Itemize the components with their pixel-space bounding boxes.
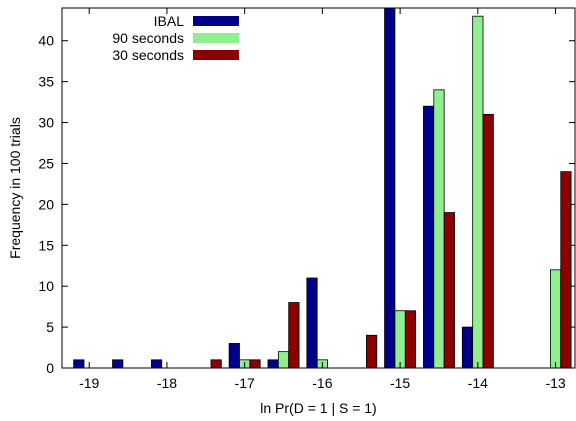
bar-ibal-9: [423, 105, 435, 368]
y-tick-label: 15: [38, 237, 54, 253]
y-tick-label: 20: [38, 196, 54, 212]
bar-ibal-0: [73, 359, 85, 368]
x-tick-label: -16: [312, 375, 332, 391]
bar-ibal-5: [267, 359, 279, 368]
x-axis-title: ln Pr(D = 1 | S = 1): [260, 400, 376, 416]
plot-frame: [61, 7, 576, 369]
bar-30-seconds-3: [210, 359, 222, 368]
bar-30-seconds-5: [288, 302, 300, 368]
x-tick-label: -17: [235, 375, 255, 391]
bar-30-seconds-10: [482, 113, 494, 368]
y-tick-label: 0: [46, 360, 54, 376]
y-axis-title: Frequency in 100 trials: [7, 117, 23, 259]
y-tick-label: 10: [38, 278, 54, 294]
y-tick-label: 25: [38, 155, 54, 171]
legend-swatch: [193, 16, 239, 26]
x-tick-label: -19: [79, 375, 99, 391]
y-tick-label: 35: [38, 74, 54, 90]
bar-90-seconds-10: [472, 15, 484, 368]
x-tick-label: -15: [390, 375, 410, 391]
bar-30-seconds-4: [249, 359, 261, 368]
y-tick-label: 30: [38, 115, 54, 131]
bar-30-seconds-8: [404, 310, 417, 368]
bar-ibal-2: [150, 359, 163, 368]
bar-90-seconds-9: [433, 89, 445, 368]
legend-swatch: [193, 33, 239, 43]
bar-90-seconds-12: [549, 269, 562, 368]
bar-30-seconds-12: [560, 171, 572, 368]
bar-30-seconds-9: [443, 212, 455, 368]
legend-swatch: [193, 50, 239, 60]
legend-label: 30 seconds: [112, 47, 184, 63]
bar-ibal-8: [384, 8, 396, 368]
bar-ibal-4: [228, 343, 240, 368]
bar-90-seconds-5: [277, 351, 290, 368]
bar-ibal-1: [112, 359, 124, 368]
bars-layer: [73, 8, 572, 368]
legend-label: 90 seconds: [112, 30, 184, 46]
legend-label: IBAL: [154, 13, 185, 29]
bar-ibal-10: [461, 326, 474, 368]
axis-ticks: -19 -18 -17 -16 -15 -14 -13 0 5 10 15 20 25 30 35 40: [38, 8, 575, 391]
x-tick-label: -18: [157, 375, 177, 391]
x-tick-label: -14: [468, 375, 488, 391]
x-tick-label: -13: [545, 375, 565, 391]
bar-ibal-6: [306, 277, 318, 368]
bar-30-seconds-7: [366, 334, 378, 368]
y-tick-label: 40: [38, 33, 54, 49]
bar-90-seconds-8: [394, 310, 406, 368]
y-tick-label: 5: [46, 319, 54, 335]
